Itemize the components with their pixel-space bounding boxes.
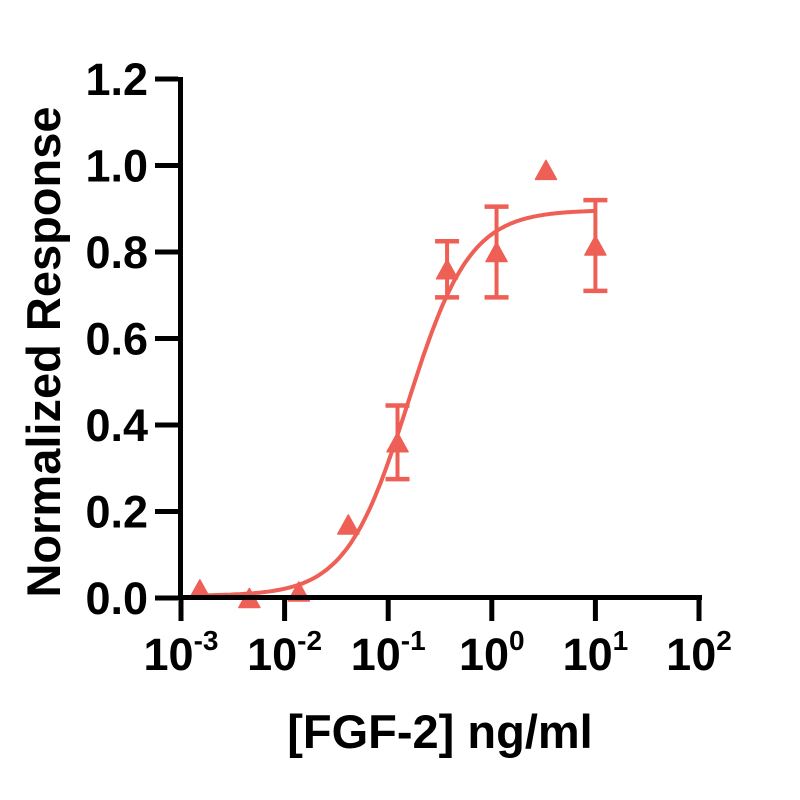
- y-tick-labels: 0.0 0.2 0.4 0.6 0.8 1.0 1.2: [85, 54, 148, 624]
- fit-curve: [199, 209, 596, 598]
- y-tick-label: 0.2: [85, 487, 148, 538]
- x-tick-label: 101: [563, 625, 629, 680]
- data-points: [188, 159, 607, 609]
- x-tick-label: 100: [459, 625, 525, 680]
- x-tick-marks: [178, 598, 702, 621]
- x-tick-label: 10-3: [144, 625, 219, 680]
- x-axis-title: [FGF-2] ng/ml: [287, 705, 592, 758]
- data-point-marker: [337, 514, 360, 535]
- y-tick-label: 0.6: [85, 314, 148, 365]
- y-axis-title: Normalized Response: [17, 106, 70, 597]
- y-tick-marks: [155, 76, 178, 601]
- data-point-marker: [584, 235, 607, 256]
- data-point-marker: [435, 259, 459, 280]
- y-tick-label: 0.0: [85, 573, 148, 624]
- x-tick-label: 102: [666, 625, 732, 680]
- x-tick-labels: 10-3 10-2 10-1 100 101 102: [144, 625, 732, 680]
- x-tick-label: 10-1: [351, 625, 426, 680]
- x-tick-label: 10-2: [247, 625, 322, 680]
- y-tick-label: 1.0: [85, 141, 148, 192]
- data-point-marker: [485, 241, 508, 263]
- data-point-marker: [534, 159, 558, 181]
- y-tick-label: 0.8: [85, 227, 148, 278]
- y-tick-label: 0.4: [85, 400, 148, 451]
- y-tick-label: 1.2: [85, 54, 148, 105]
- data-point-marker: [386, 432, 409, 453]
